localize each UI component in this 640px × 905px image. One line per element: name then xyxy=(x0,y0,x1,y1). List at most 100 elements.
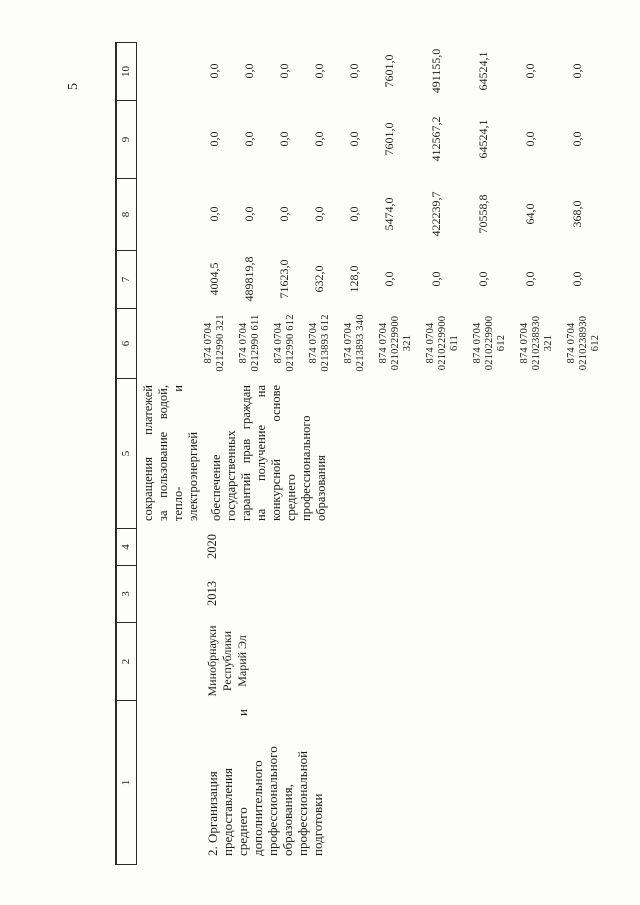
amount-value: 368,0 xyxy=(570,200,584,228)
program-name-word: среднего xyxy=(235,807,250,856)
executor-word: Марий Эл xyxy=(235,635,249,687)
expected-results-paragraph-1: сокращения платежей за пользование водой, теп… xyxy=(141,385,201,521)
funding-grid: 874 0704 0212990 321 4004,5 0,0 0,0 0,0 874 07… xyxy=(203,42,607,378)
amount-value: 422239,7 xyxy=(429,191,443,237)
amount-value: 0,0 xyxy=(207,206,221,222)
expected-results: среднего xyxy=(284,385,299,521)
program-name-word: предоставления xyxy=(220,768,235,856)
table-data-row: 2. Организация предоставления среднего и доп… xyxy=(137,42,607,865)
expected-results-word: граждан xyxy=(239,385,253,430)
executor: Марий Эл xyxy=(235,627,250,695)
program-name-word: и xyxy=(235,709,250,716)
expected-results: за пользование водой, xyxy=(156,385,171,521)
expected-results: профессионального xyxy=(299,385,314,521)
program-name-word: дополнительного xyxy=(250,760,265,856)
amount-value: 412567,2 xyxy=(429,116,443,162)
budget-code-line: 0210229900 xyxy=(390,315,401,371)
expected-results: электроэнергией xyxy=(186,385,201,521)
executor: Республики xyxy=(220,627,235,695)
column-header-8: 8 xyxy=(117,178,136,250)
program-name: предоставления xyxy=(220,709,235,856)
amount-value: 0,0 xyxy=(312,63,326,79)
program-name-word: профессиональной xyxy=(295,750,310,856)
expected-results-word: тепло- xyxy=(171,486,185,521)
column-header-9: 9 xyxy=(117,100,136,178)
budget-code: 874 0704 0213893 340 xyxy=(343,308,367,378)
amount-value: 632,0 xyxy=(312,265,326,293)
expected-results-word: основе xyxy=(269,385,283,422)
program-name-word: подготовки xyxy=(310,793,325,856)
expected-results-word: сокращения xyxy=(141,457,155,521)
column-header-10: 10 xyxy=(117,42,136,100)
budget-code-line: 321 xyxy=(402,334,413,352)
budget-code: 874 0704 0210229900 321 xyxy=(378,308,414,378)
budget-code: 874 0704 0212990 321 xyxy=(203,308,227,378)
amount-value: 0,0 xyxy=(347,63,361,79)
budget-code-line: 874 0704 xyxy=(519,322,530,364)
budget-code-line: 874 0704 xyxy=(203,322,214,364)
budget-code: 874 0704 0210229900 612 xyxy=(472,308,508,378)
amount-value: 4004,5 xyxy=(207,262,221,296)
budget-code-line: 0213893 612 xyxy=(320,314,331,372)
expected-results: обеспечение xyxy=(209,385,224,521)
budget-code-line: 0212990 611 xyxy=(250,314,261,372)
program-name: среднего и xyxy=(235,709,250,856)
budget-code-line: 612 xyxy=(496,334,507,352)
amount-value: 0,0 xyxy=(523,131,537,147)
expected-results-word: конкурсной xyxy=(269,459,283,521)
expected-results: конкурсной основе xyxy=(269,385,284,521)
budget-code-line: 0212990 612 xyxy=(285,314,296,372)
program-name-word: 2. Организация xyxy=(205,771,220,856)
program-name: 2. Организация xyxy=(205,709,220,856)
amount-value: 70558,8 xyxy=(476,194,490,234)
amount-value: 0,0 xyxy=(207,131,221,147)
budget-code-line: 0212990 321 xyxy=(215,314,226,372)
expected-results-word: государственных xyxy=(224,430,238,521)
column-header-1: 1 xyxy=(117,700,136,865)
column-header-4: 4 xyxy=(117,528,136,565)
program-name: дополнительного xyxy=(250,709,265,856)
budget-code: 874 0704 0210238930 612 xyxy=(566,308,602,378)
expected-results: сокращения платежей xyxy=(141,385,156,521)
cell-expected-results: сокращения платежей за пользование водой, теп… xyxy=(137,378,607,528)
amount-value: 5474,0 xyxy=(382,197,396,231)
program-name: подготовки xyxy=(310,709,325,856)
program-name-word: профессионального xyxy=(265,746,280,856)
budget-code-line: 0210238930 xyxy=(578,315,589,371)
budget-code-line: 0213893 340 xyxy=(355,314,366,372)
amount-value: 0,0 xyxy=(570,271,584,287)
expected-results: тепло-и xyxy=(171,385,186,521)
program-name: профессиональной xyxy=(295,709,310,856)
budget-code-line: 0210229900 xyxy=(484,315,495,371)
amount-value: 0,0 xyxy=(382,271,396,287)
amount-value: 64,0 xyxy=(523,203,537,225)
program-name: профессионального xyxy=(265,709,280,856)
amount-value: 64524,1 xyxy=(476,119,490,159)
amount-value: 0,0 xyxy=(277,206,291,222)
amount-value: 0,0 xyxy=(570,63,584,79)
expected-results-paragraph-2: обеспечение государственных гарантий прав гр… xyxy=(209,385,329,521)
amount-value: 0,0 xyxy=(347,131,361,147)
amount-value: 489819,8 xyxy=(242,256,256,302)
budget-code-line: 874 0704 xyxy=(472,322,483,364)
cell-program-name: 2. Организация предоставления среднего и доп… xyxy=(137,700,607,865)
amount-value: 0,0 xyxy=(277,131,291,147)
budget-code: 874 0704 0210229900 611 xyxy=(425,308,461,378)
expected-results-word: образования xyxy=(314,455,328,521)
executor-word: Республики xyxy=(220,630,234,692)
column-header-2: 2 xyxy=(117,622,136,700)
amount-value: 0,0 xyxy=(570,131,584,147)
executor: Минобрнауки xyxy=(205,625,220,696)
column-header-3: 3 xyxy=(117,565,136,622)
expected-results-word: обеспечение xyxy=(209,454,223,521)
budget-code-line: 874 0704 xyxy=(308,322,319,364)
expected-results: на получение на xyxy=(254,385,269,521)
expected-results-word: профессионального xyxy=(299,415,313,521)
budget-code-line: 611 xyxy=(449,335,460,351)
expected-results-word: на xyxy=(254,508,268,521)
expected-results-word: пользование xyxy=(156,431,170,498)
amount-value: 0,0 xyxy=(312,131,326,147)
page-number: 5 xyxy=(66,83,81,90)
budget-code-line: 874 0704 xyxy=(238,322,249,364)
